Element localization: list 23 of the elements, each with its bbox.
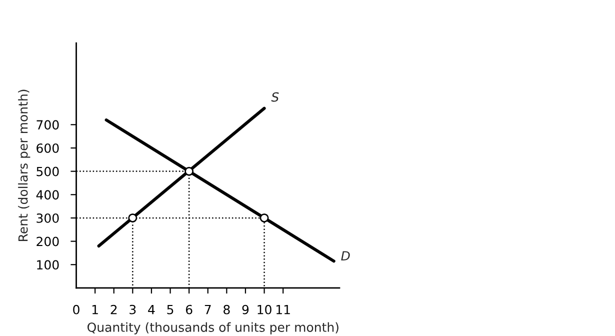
- y-tick-label: 400: [36, 190, 59, 200]
- y-tick-label: 300: [36, 213, 59, 223]
- x-tick-label: 7: [204, 305, 211, 314]
- x-tick-label: 3: [130, 304, 136, 314]
- x-tick-label: 6: [186, 304, 192, 314]
- x-tick-label: 10: [258, 304, 272, 314]
- x-axis-title: Quantity (thousands of units per month): [88, 322, 338, 334]
- x-tick-label: 1: [92, 305, 98, 314]
- y-tick-label: 600: [36, 143, 59, 153]
- y-tick-label: 500: [36, 166, 59, 176]
- y-tick-label: 200: [36, 236, 59, 246]
- y-axis-title: Rent (dollars per month): [18, 90, 30, 241]
- y-tick-label: 100: [37, 260, 59, 270]
- series-label: S: [271, 92, 279, 102]
- x-tick-label: 8: [224, 304, 230, 314]
- x-tick-label: 11: [276, 305, 290, 314]
- series-label: D: [341, 251, 350, 260]
- x-tick-label: 9: [242, 304, 249, 314]
- x-tick-label: 0: [73, 304, 80, 314]
- y-tick-label: 700: [36, 120, 59, 130]
- x-tick-label: 5: [167, 305, 174, 314]
- x-tick-label: 4: [148, 305, 155, 314]
- x-tick-label: 2: [110, 304, 117, 314]
